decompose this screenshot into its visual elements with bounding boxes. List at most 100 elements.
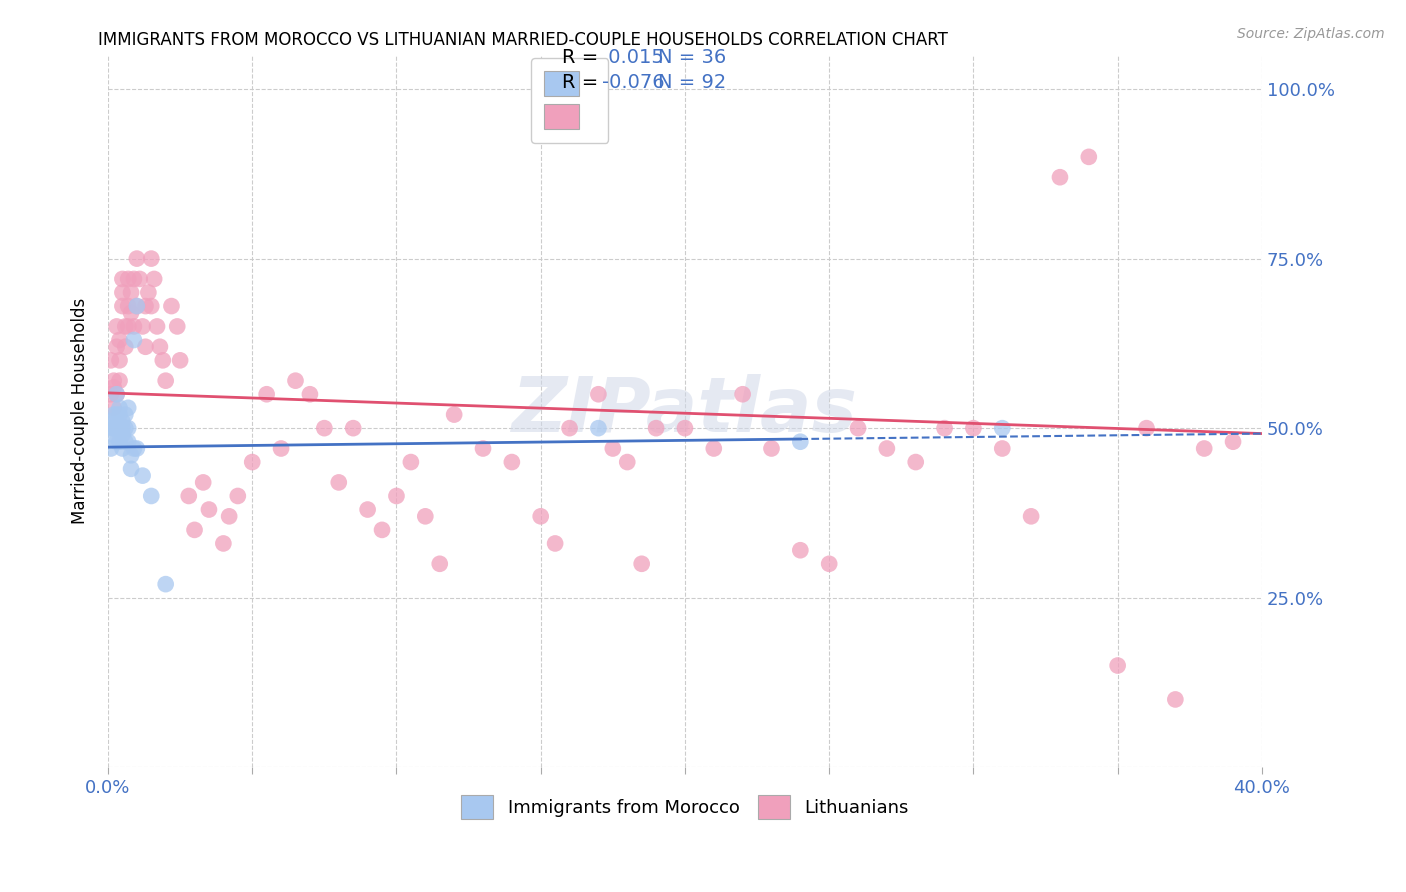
- Text: -0.076: -0.076: [602, 72, 665, 92]
- Point: [371, 523, 394, 537]
- Point: [114, 434, 136, 449]
- Point: [120, 306, 142, 320]
- Point: [105, 340, 128, 354]
- Point: [152, 353, 174, 368]
- Point: [103, 421, 125, 435]
- Text: ZIPatlas: ZIPatlas: [512, 375, 858, 448]
- Point: [125, 252, 148, 266]
- Point: [141, 252, 163, 266]
- Point: [120, 285, 142, 300]
- Point: [1107, 658, 1129, 673]
- Point: [212, 536, 235, 550]
- Point: [117, 299, 139, 313]
- Point: [314, 421, 336, 435]
- Point: [298, 387, 321, 401]
- Point: [240, 455, 263, 469]
- Text: R =: R =: [562, 72, 605, 92]
- Point: [342, 421, 364, 435]
- Point: [962, 421, 984, 435]
- Point: [385, 489, 408, 503]
- Point: [114, 319, 136, 334]
- Point: [876, 442, 898, 456]
- Point: [108, 333, 131, 347]
- Point: [125, 299, 148, 313]
- Point: [122, 333, 145, 347]
- Point: [111, 421, 134, 435]
- Point: [558, 421, 581, 435]
- Point: [134, 340, 156, 354]
- Point: [105, 387, 128, 401]
- Text: 0.015: 0.015: [602, 47, 664, 67]
- Point: [399, 455, 422, 469]
- Point: [530, 509, 553, 524]
- Point: [1192, 442, 1215, 456]
- Point: [413, 509, 436, 524]
- Point: [122, 442, 145, 456]
- Point: [904, 455, 927, 469]
- Point: [122, 319, 145, 334]
- Point: [789, 543, 811, 558]
- Point: [111, 299, 134, 313]
- Point: [111, 428, 134, 442]
- Text: Source: ZipAtlas.com: Source: ZipAtlas.com: [1237, 27, 1385, 41]
- Point: [105, 387, 128, 401]
- Point: [111, 414, 134, 428]
- Point: [616, 455, 638, 469]
- Point: [328, 475, 350, 490]
- Point: [146, 319, 169, 334]
- Point: [114, 408, 136, 422]
- Point: [198, 502, 221, 516]
- Point: [117, 319, 139, 334]
- Point: [103, 428, 125, 442]
- Y-axis label: Married-couple Households: Married-couple Households: [72, 298, 89, 524]
- Point: [125, 442, 148, 456]
- Point: [131, 319, 153, 334]
- Point: [111, 285, 134, 300]
- Point: [183, 523, 205, 537]
- Point: [141, 299, 163, 313]
- Point: [105, 421, 128, 435]
- Point: [991, 421, 1014, 435]
- Point: [630, 557, 652, 571]
- Point: [111, 442, 134, 456]
- Text: R =: R =: [562, 47, 605, 67]
- Point: [166, 319, 188, 334]
- Point: [100, 421, 122, 435]
- Point: [117, 401, 139, 415]
- Point: [105, 434, 128, 449]
- Point: [117, 434, 139, 449]
- Point: [103, 401, 125, 415]
- Point: [1019, 509, 1042, 524]
- Point: [284, 374, 307, 388]
- Point: [934, 421, 956, 435]
- Point: [108, 434, 131, 449]
- Point: [108, 353, 131, 368]
- Point: [143, 272, 166, 286]
- Point: [731, 387, 754, 401]
- Point: [761, 442, 783, 456]
- Text: N = 36: N = 36: [658, 47, 727, 67]
- Point: [1049, 170, 1071, 185]
- Point: [429, 557, 451, 571]
- Point: [100, 353, 122, 368]
- Point: [131, 468, 153, 483]
- Point: [169, 353, 191, 368]
- Point: [100, 387, 122, 401]
- Point: [155, 577, 177, 591]
- Point: [128, 272, 150, 286]
- Point: [141, 489, 163, 503]
- Point: [356, 502, 378, 516]
- Point: [108, 421, 131, 435]
- Point: [1077, 150, 1099, 164]
- Point: [114, 340, 136, 354]
- Point: [443, 408, 465, 422]
- Point: [256, 387, 278, 401]
- Point: [100, 414, 122, 428]
- Point: [177, 489, 200, 503]
- Point: [789, 434, 811, 449]
- Legend: Immigrants from Morocco, Lithuanians: Immigrants from Morocco, Lithuanians: [454, 789, 917, 826]
- Point: [544, 536, 567, 550]
- Point: [645, 421, 668, 435]
- Point: [117, 421, 139, 435]
- Point: [226, 489, 249, 503]
